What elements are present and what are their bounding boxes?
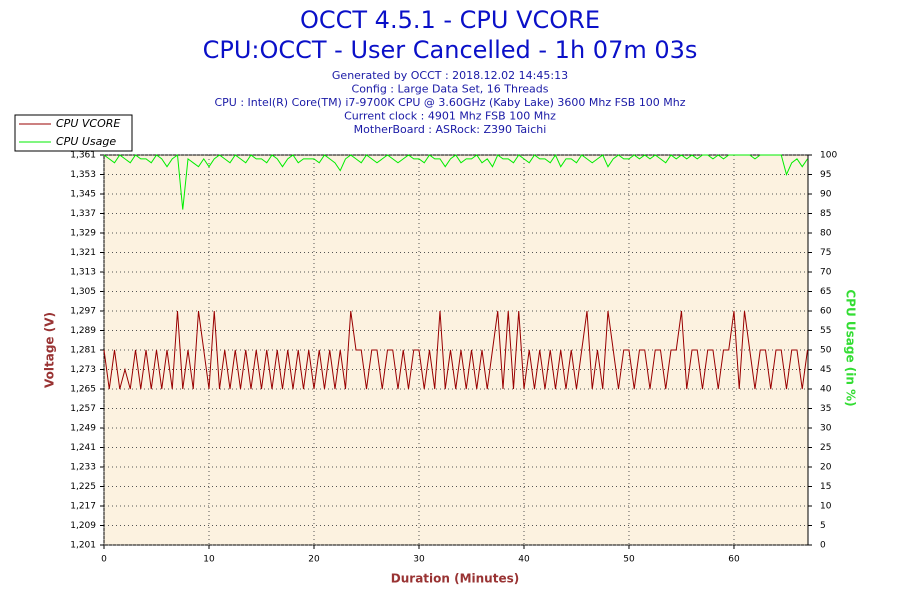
y2-tick-label: 45 [820,365,831,375]
data-line [103,153,808,210]
y-tick-label: 1,361 [70,151,96,161]
y-tick-label: 1,297 [70,307,96,317]
y2-tick-label: 25 [820,443,831,453]
y2-tick-label: 0 [820,541,826,551]
y-tick-label: 1,241 [70,443,96,453]
plot-area: 1,201 1,209 1,217 1,225 1,233 1,241 1,249 1,257… [70,151,837,565]
y2-tick-label: 30 [820,424,832,434]
y2-tick-label: 80 [820,229,832,239]
info-line: CPU : Intel(R) Core(TM) i7-9700K CPU @ 3… [214,96,685,109]
y-tick-label: 1,225 [70,482,96,492]
x-tick-label: 50 [623,555,635,565]
data-line [103,310,808,390]
chart-title: OCCT 4.5.1 - CPU VCORE [300,6,600,34]
y2-tick-label: 55 [820,326,831,336]
y-tick-label: 1,249 [70,424,96,434]
y-tick-label: 1,217 [70,502,96,512]
x-tick-label: 0 [101,555,107,565]
y2-tick-label: 35 [820,404,831,414]
y2-tick-label: 85 [820,209,831,219]
y2-tick-label: 40 [820,385,832,395]
y-tick-label: 1,209 [70,521,96,531]
x-axis-label: Duration (Minutes) [391,572,519,586]
y2-tick-label: 70 [820,268,832,278]
y-tick-label: 1,289 [70,326,96,336]
info-line: Config : Large Data Set, 16 Threads [352,83,549,96]
y-tick-label: 1,233 [70,463,96,473]
y-tick-label: 1,273 [70,365,96,375]
x-tick-label: 10 [203,555,215,565]
y-tick-label: 1,345 [70,190,96,200]
chart-subtitle: CPU:OCCT - User Cancelled - 1h 07m 03s [203,36,698,64]
y2-tick-label: 15 [820,482,831,492]
legend-label: CPU VCORE [56,117,120,130]
legend-box [14,114,133,152]
y-tick-label: 1,337 [70,209,96,219]
y-tick-label: 1,353 [70,170,96,180]
y2-tick-label: 60 [820,307,832,317]
y-tick-label: 1,265 [70,385,96,395]
legend-label: CPU Usage [56,135,116,148]
info-line: Current clock : 4901 Mhz FSB 100 Mhz [344,110,556,123]
y2-axis-label: CPU Usage (in %) [844,289,858,406]
info-line: MotherBoard : ASRock: Z390 Taichi [354,123,547,136]
y-tick-label: 1,281 [70,346,96,356]
y-tick-label: 1,257 [70,404,96,414]
y2-tick-label: 75 [820,248,831,258]
y2-tick-label: 100 [820,151,837,161]
y2-tick-label: 95 [820,170,831,180]
y-tick-label: 1,201 [70,541,96,551]
legend: CPU VCORE CPU Usage [14,114,133,152]
x-tick-label: 20 [308,555,320,565]
y-tick-label: 1,329 [70,229,96,239]
y2-tick-label: 5 [820,521,826,531]
x-tick-label: 60 [728,555,740,565]
x-tick-label: 40 [518,555,530,565]
y2-tick-label: 50 [820,346,832,356]
info-line: Generated by OCCT : 2018.12.02 14:45:13 [332,69,568,82]
x-tick-label: 30 [413,555,425,565]
y2-tick-label: 90 [820,190,832,200]
y-tick-label: 1,313 [70,268,96,278]
y-axis-label: Voltage (V) [43,312,57,388]
y2-tick-label: 10 [820,502,832,512]
info-block: Generated by OCCT : 2018.12.02 14:45:13C… [214,69,685,136]
y-tick-label: 1,321 [70,248,96,258]
y2-tick-label: 20 [820,463,832,473]
y-tick-label: 1,305 [70,287,96,297]
y2-tick-label: 65 [820,287,831,297]
